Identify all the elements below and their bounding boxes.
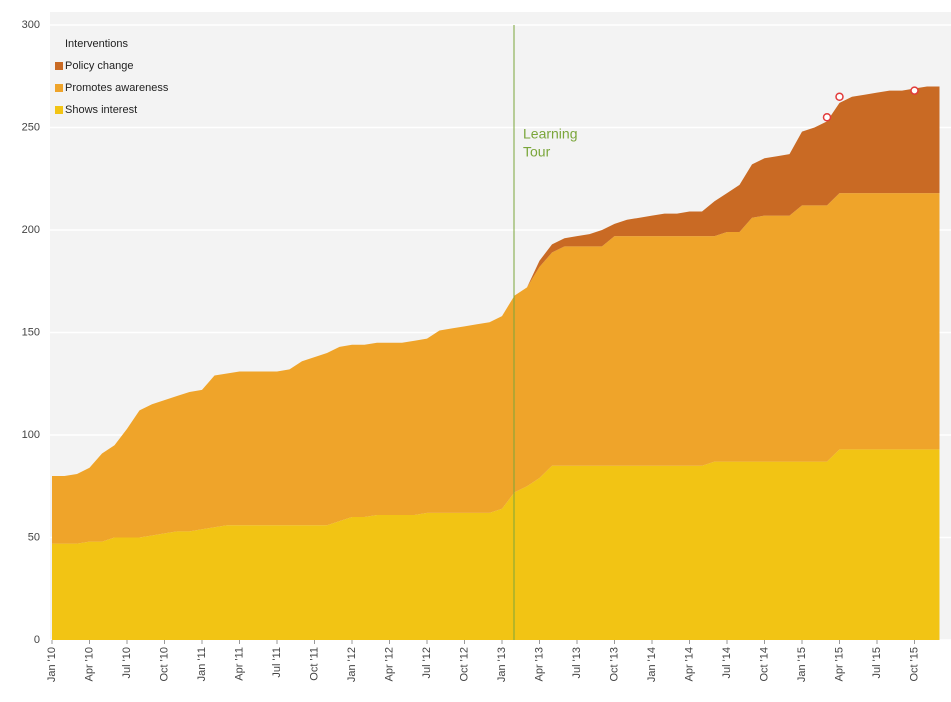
x-tick-label: Jul '12 xyxy=(421,647,433,678)
intervention-point xyxy=(910,86,919,95)
x-tick-label: Apr '10 xyxy=(83,647,95,682)
y-tick-label: 200 xyxy=(22,224,40,236)
y-tick-label: 300 xyxy=(22,19,40,31)
area xyxy=(52,193,940,544)
x-tick-label: Jan '14 xyxy=(646,647,658,682)
x-tick-label: Apr '13 xyxy=(533,647,545,682)
area xyxy=(52,86,940,476)
x-tick-label: Jul '11 xyxy=(271,647,283,678)
x-tick-label: Oct '14 xyxy=(758,647,770,682)
y-tick-label: 50 xyxy=(28,531,40,543)
x-tick-label: Jan '13 xyxy=(496,647,508,682)
intervention-point xyxy=(822,113,832,122)
legend-label: Interventions xyxy=(65,38,128,50)
x-tick-label: Jan '12 xyxy=(346,647,358,682)
x-tick-label: Jul '14 xyxy=(721,647,733,678)
legend-swatch xyxy=(55,106,63,114)
x-tick-label: Oct '13 xyxy=(608,647,620,682)
x-tick-label: Jul '10 xyxy=(121,647,133,678)
x-tick-label: Jan '10 xyxy=(46,647,58,682)
y-tick-label: 0 xyxy=(34,634,40,646)
annotation-text: Tour xyxy=(523,144,551,160)
intervention-point xyxy=(835,92,844,101)
x-tick-label: Apr '15 xyxy=(833,647,845,682)
legend-label: Promotes awareness xyxy=(65,82,169,94)
x-tick-label: Apr '12 xyxy=(383,647,395,682)
x-tick-label: Jan '11 xyxy=(196,647,208,681)
x-tick-label: Jul '15 xyxy=(871,647,883,678)
area xyxy=(52,449,940,640)
legend-swatch xyxy=(55,84,63,92)
y-tick-label: 250 xyxy=(22,121,40,133)
annotation-text: Learning xyxy=(523,126,578,142)
legend-label: Shows interest xyxy=(65,104,137,116)
x-tick-label: Apr '14 xyxy=(683,647,695,682)
legend-label: Policy change xyxy=(65,60,134,72)
y-tick-label: 150 xyxy=(22,326,40,338)
x-tick-label: Oct '12 xyxy=(458,647,470,682)
y-tick-label: 100 xyxy=(22,429,40,441)
x-tick-label: Oct '10 xyxy=(158,647,170,682)
x-tick-label: Jan '15 xyxy=(796,647,808,682)
x-tick-label: Oct '11 xyxy=(308,647,320,681)
x-tick-label: Jul '13 xyxy=(571,647,583,678)
x-tick-label: Oct '15 xyxy=(908,647,920,682)
legend-swatch xyxy=(55,62,63,70)
x-tick-label: Apr '11 xyxy=(233,647,245,681)
